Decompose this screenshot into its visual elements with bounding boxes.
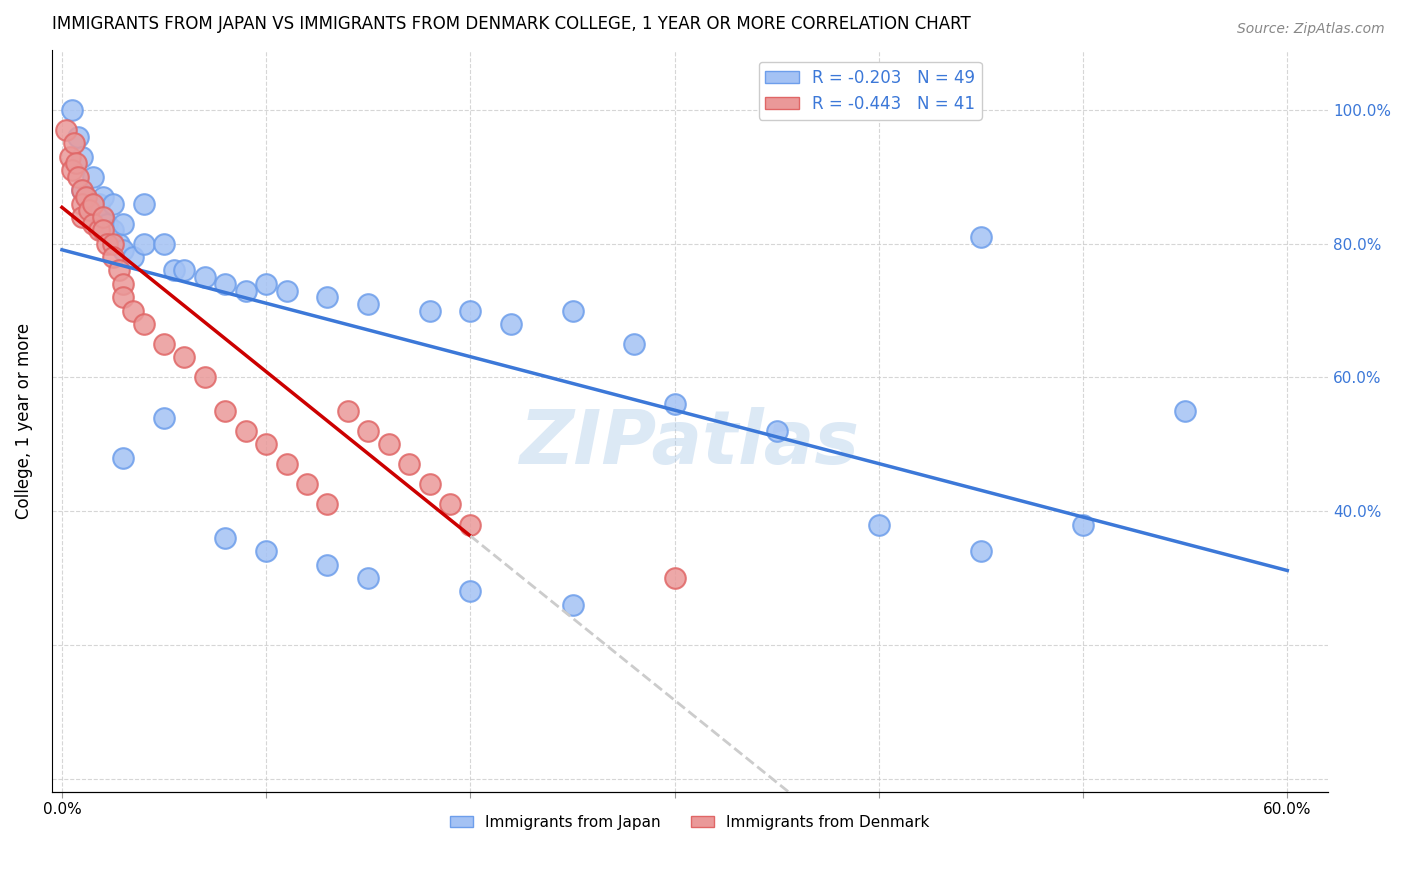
Point <box>101 223 124 237</box>
Y-axis label: College, 1 year or more: College, 1 year or more <box>15 323 32 519</box>
Point <box>132 196 155 211</box>
Point <box>82 196 104 211</box>
Point <box>664 397 686 411</box>
Point <box>67 169 90 184</box>
Point <box>101 236 124 251</box>
Point <box>460 517 482 532</box>
Point <box>664 571 686 585</box>
Point <box>214 404 236 418</box>
Point <box>112 244 135 258</box>
Point <box>419 303 441 318</box>
Point <box>153 236 176 251</box>
Point <box>112 450 135 465</box>
Point <box>112 277 135 291</box>
Point <box>72 196 94 211</box>
Point <box>72 183 94 197</box>
Text: Source: ZipAtlas.com: Source: ZipAtlas.com <box>1237 22 1385 37</box>
Point <box>101 196 124 211</box>
Point <box>55 123 77 137</box>
Point <box>276 458 298 472</box>
Point <box>316 498 339 512</box>
Point <box>460 303 482 318</box>
Point <box>398 458 420 472</box>
Point <box>72 150 94 164</box>
Point <box>108 263 131 277</box>
Point <box>108 236 131 251</box>
Point <box>501 317 523 331</box>
Point <box>173 263 195 277</box>
Point <box>132 317 155 331</box>
Point <box>194 370 217 384</box>
Point <box>254 437 277 451</box>
Point <box>132 236 155 251</box>
Point <box>970 544 993 558</box>
Point <box>63 136 86 151</box>
Point <box>561 303 583 318</box>
Point <box>194 270 217 285</box>
Point <box>1174 404 1197 418</box>
Point <box>153 337 176 351</box>
Point <box>254 544 277 558</box>
Legend: Immigrants from Japan, Immigrants from Denmark: Immigrants from Japan, Immigrants from D… <box>444 809 936 837</box>
Point <box>357 424 380 438</box>
Point <box>60 103 83 117</box>
Point <box>77 203 100 218</box>
Point <box>122 303 145 318</box>
Text: ZIPatlas: ZIPatlas <box>520 407 860 480</box>
Point <box>96 217 118 231</box>
Point <box>87 223 110 237</box>
Point <box>75 190 97 204</box>
Point <box>235 424 257 438</box>
Point <box>1071 517 1094 532</box>
Point <box>75 190 97 204</box>
Point <box>623 337 645 351</box>
Point <box>59 150 82 164</box>
Point <box>254 277 277 291</box>
Point <box>91 210 114 224</box>
Point <box>112 217 135 231</box>
Point <box>72 183 94 197</box>
Point <box>276 284 298 298</box>
Point <box>235 284 257 298</box>
Point <box>214 531 236 545</box>
Point <box>765 424 787 438</box>
Point <box>65 156 87 170</box>
Point <box>316 290 339 304</box>
Point <box>970 230 993 244</box>
Point <box>868 517 890 532</box>
Point <box>82 217 104 231</box>
Text: IMMIGRANTS FROM JAPAN VS IMMIGRANTS FROM DENMARK COLLEGE, 1 YEAR OR MORE CORRELA: IMMIGRANTS FROM JAPAN VS IMMIGRANTS FROM… <box>52 15 970 33</box>
Point <box>91 190 114 204</box>
Point <box>112 290 135 304</box>
Point <box>91 223 114 237</box>
Point <box>295 477 318 491</box>
Point <box>357 571 380 585</box>
Point <box>67 129 90 144</box>
Point <box>357 297 380 311</box>
Point <box>439 498 461 512</box>
Point <box>101 250 124 264</box>
Point <box>377 437 399 451</box>
Point <box>336 404 359 418</box>
Point <box>460 584 482 599</box>
Point <box>419 477 441 491</box>
Point <box>316 558 339 572</box>
Point <box>163 263 186 277</box>
Point <box>214 277 236 291</box>
Point <box>122 250 145 264</box>
Point <box>561 598 583 612</box>
Point <box>173 351 195 365</box>
Point <box>82 169 104 184</box>
Point <box>96 236 118 251</box>
Point <box>153 410 176 425</box>
Point <box>60 163 83 178</box>
Point <box>82 203 104 218</box>
Point <box>91 210 114 224</box>
Point <box>87 196 110 211</box>
Point <box>72 210 94 224</box>
